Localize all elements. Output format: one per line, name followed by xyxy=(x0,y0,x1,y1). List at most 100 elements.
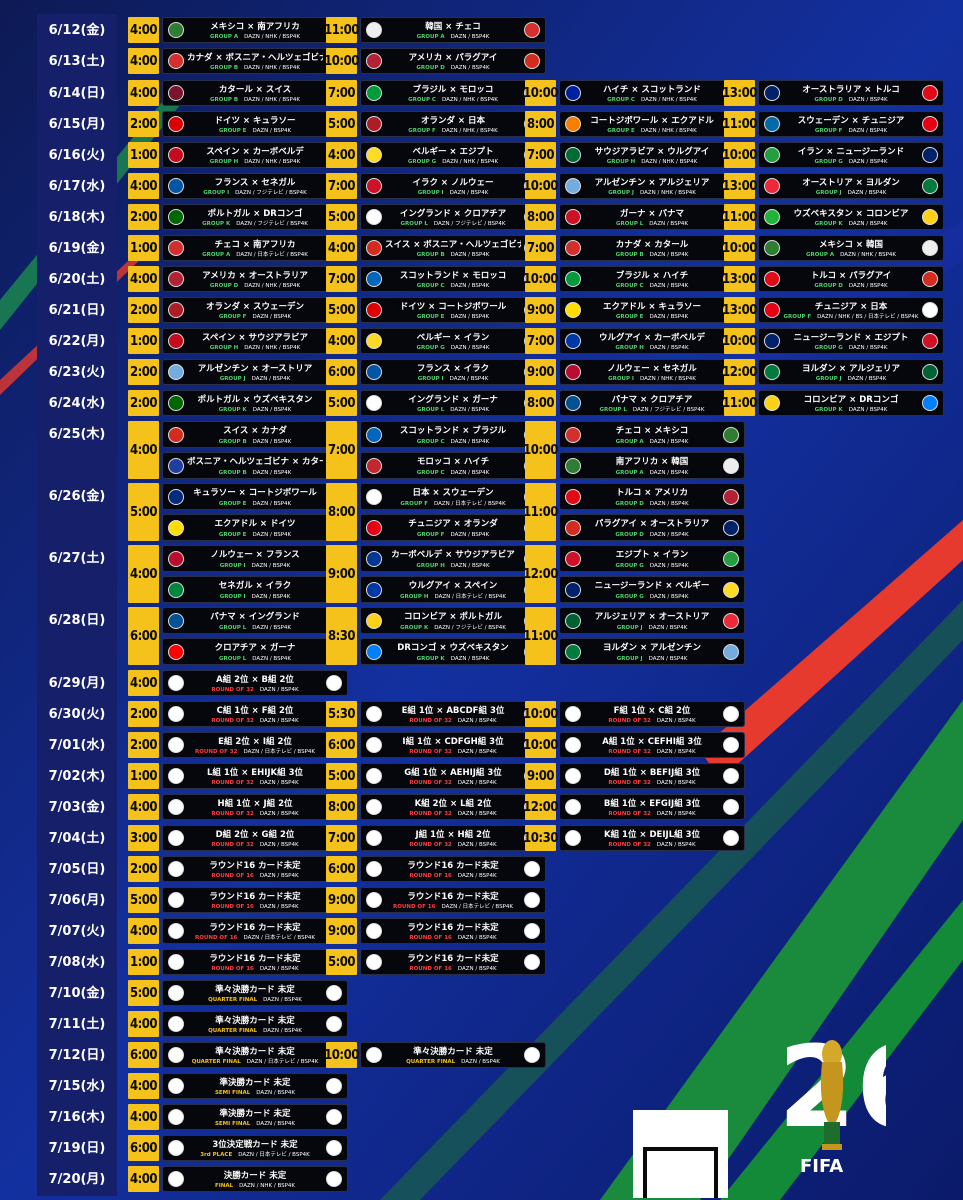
match-card[interactable]: イラン × ニュージーランド GROUP G DAZN / BSP4K xyxy=(758,142,944,168)
match-card[interactable]: ヨルダン × アルジェリア GROUP J DAZN / BSP4K xyxy=(758,359,944,385)
match-card[interactable]: スペイン × カーボベルデ GROUP H DAZN / NHK / BSP4K xyxy=(162,142,348,168)
match-card[interactable]: チェコ × 南アフリカ GROUP A DAZN / 日本テレビ / BSP4K xyxy=(162,235,348,261)
match-card[interactable]: DRコンゴ × ウズベキスタン GROUP K DAZN / BSP4K xyxy=(360,638,546,665)
match-card[interactable]: メキシコ × 南アフリカ GROUP A DAZN / NHK / BSP4K xyxy=(162,17,348,43)
match-card[interactable]: チュニジア × 日本 GROUP F DAZN / NHK / BS / 日本テレビ… xyxy=(758,297,944,323)
match-card[interactable]: ノルウェー × フランス GROUP I DAZN / BSP4K xyxy=(162,545,348,572)
match-card[interactable]: セネガル × イラク GROUP I DAZN / BSP4K xyxy=(162,576,348,603)
match-card[interactable]: オーストリア × ヨルダン GROUP J DAZN / BSP4K xyxy=(758,173,944,199)
match-card[interactable]: サウジアラビア × ウルグアイ GROUP H DAZN / NHK / BSP4K xyxy=(559,142,745,168)
match-card[interactable]: ウルグアイ × カーボベルデ GROUP H DAZN / BSP4K xyxy=(559,328,745,354)
knockout-match-card[interactable]: ラウンド16 カード未定 ROUND OF 16 DAZN / BSP4K xyxy=(162,949,348,975)
match-card[interactable]: クロアチア × ガーナ GROUP L DAZN / BSP4K xyxy=(162,638,348,665)
knockout-match-card[interactable]: A組 1位 × CEFHI組 3位 ROUND OF 32 DAZN / BSP4K xyxy=(559,732,745,758)
knockout-match-card[interactable]: B組 1位 × EFGIJ組 3位 ROUND OF 32 DAZN / BSP4K xyxy=(559,794,745,820)
knockout-match-card[interactable]: I組 1位 × CDFGH組 3位 ROUND OF 32 DAZN / BSP4K xyxy=(360,732,546,758)
match-card[interactable]: アルジェリア × オーストリア GROUP J DAZN / BSP4K xyxy=(559,607,745,634)
match-card[interactable]: フランス × イラク GROUP I DAZN / BSP4K xyxy=(360,359,546,385)
match-card[interactable]: スイス × カナダ GROUP B DAZN / BSP4K xyxy=(162,421,348,448)
match-card[interactable]: フランス × セネガル GROUP I DAZN / フジテレビ / BSP4K xyxy=(162,173,348,199)
knockout-match-card[interactable]: ラウンド16 カード未定 ROUND OF 16 DAZN / 日本テレビ / BS… xyxy=(360,887,546,913)
match-card[interactable]: ヨルダン × アルゼンチン GROUP J DAZN / BSP4K xyxy=(559,638,745,665)
match-card[interactable]: オーストラリア × トルコ GROUP D DAZN / BSP4K xyxy=(758,80,944,106)
knockout-match-card[interactable]: H組 1位 × J組 2位 ROUND OF 32 DAZN / BSP4K xyxy=(162,794,348,820)
match-card[interactable]: スイス × ボスニア・ヘルツェゴビナ GROUP B DAZN / BSP4K xyxy=(360,235,546,261)
knockout-match-card[interactable]: E組 2位 × I組 2位 ROUND OF 32 DAZN / 日本テレビ / B… xyxy=(162,732,348,758)
knockout-match-card[interactable]: ラウンド16 カード未定 ROUND OF 16 DAZN / BSP4K xyxy=(360,918,546,944)
match-card[interactable]: ポルトガル × DRコンゴ GROUP K DAZN / フジテレビ / BSP4K xyxy=(162,204,348,230)
match-card[interactable]: スウェーデン × チュニジア GROUP F DAZN / BSP4K xyxy=(758,111,944,137)
match-card[interactable]: アルゼンチン × オーストリア GROUP J DAZN / BSP4K xyxy=(162,359,348,385)
match-card[interactable]: ベルギー × エジプト GROUP G DAZN / NHK / BSP4K xyxy=(360,142,546,168)
match-card[interactable]: カナダ × カタール GROUP B DAZN / BSP4K xyxy=(559,235,745,261)
match-card[interactable]: エジプト × イラン GROUP G DAZN / BSP4K xyxy=(559,545,745,572)
match-card[interactable]: チェコ × メキシコ GROUP A DAZN / BSP4K xyxy=(559,421,745,448)
knockout-match-card[interactable]: ラウンド16 カード未定 ROUND OF 16 DAZN / BSP4K xyxy=(360,856,546,882)
match-card[interactable]: アメリカ × パラグアイ GROUP D DAZN / BSP4K xyxy=(360,48,546,74)
match-card[interactable]: ポルトガル × ウズベキスタン GROUP K DAZN / BSP4K xyxy=(162,390,348,416)
match-card[interactable]: アメリカ × オーストラリア GROUP D DAZN / NHK / BSP4K xyxy=(162,266,348,292)
match-card[interactable]: イングランド × クロアチア GROUP L DAZN / フジテレビ / BSP4… xyxy=(360,204,546,230)
match-card[interactable]: 日本 × スウェーデン GROUP F DAZN / 日本テレビ / BSP4K xyxy=(360,483,546,510)
match-card[interactable]: カナダ × ボスニア・ヘルツェゴビナ GROUP B DAZN / NHK / BS… xyxy=(162,48,348,74)
knockout-match-card[interactable]: D組 2位 × G組 2位 ROUND OF 32 DAZN / BSP4K xyxy=(162,825,348,851)
match-card[interactable]: 韓国 × チェコ GROUP A DAZN / BSP4K xyxy=(360,17,546,43)
knockout-match-card[interactable]: L組 1位 × EHIJK組 3位 ROUND OF 32 DAZN / BSP4K xyxy=(162,763,348,789)
match-card[interactable]: 南アフリカ × 韓国 GROUP A DAZN / BSP4K xyxy=(559,452,745,479)
match-card[interactable]: ベルギー × イラン GROUP G DAZN / BSP4K xyxy=(360,328,546,354)
knockout-match-card[interactable]: 準々決勝カード 未定 QUARTER FINAL DAZN / BSP4K xyxy=(162,980,348,1006)
knockout-match-card[interactable]: A組 2位 × B組 2位 ROUND OF 32 DAZN / BSP4K xyxy=(162,670,348,696)
knockout-match-card[interactable]: C組 1位 × F組 2位 ROUND OF 32 DAZN / BSP4K xyxy=(162,701,348,727)
match-card[interactable]: ブラジル × ハイチ GROUP C DAZN / BSP4K xyxy=(559,266,745,292)
match-card[interactable]: オランダ × 日本 GROUP F DAZN / NHK / BSP4K xyxy=(360,111,546,137)
match-card[interactable]: ドイツ × コートジボワール GROUP E DAZN / BSP4K xyxy=(360,297,546,323)
match-card[interactable]: パラグアイ × オーストラリア GROUP D DAZN / BSP4K xyxy=(559,514,745,541)
knockout-match-card[interactable]: ラウンド16 カード未定 ROUND OF 16 DAZN / BSP4K xyxy=(162,887,348,913)
match-card[interactable]: トルコ × アメリカ GROUP D DAZN / BSP4K xyxy=(559,483,745,510)
knockout-match-card[interactable]: J組 1位 × H組 2位 ROUND OF 32 DAZN / BSP4K xyxy=(360,825,546,851)
knockout-match-card[interactable]: E組 1位 × ABCDF組 3位 ROUND OF 32 DAZN / BSP4K xyxy=(360,701,546,727)
match-card[interactable]: メキシコ × 韓国 GROUP A DAZN / NHK / BSP4K xyxy=(758,235,944,261)
match-card[interactable]: チュニジア × オランダ GROUP F DAZN / BSP4K xyxy=(360,514,546,541)
match-card[interactable]: ウルグアイ × スペイン GROUP H DAZN / 日本テレビ / BSP4K xyxy=(360,576,546,603)
match-card[interactable]: コロンビア × ポルトガル GROUP K DAZN / フジテレビ / BSP4K xyxy=(360,607,546,634)
match-card[interactable]: パナマ × クロアチア GROUP L DAZN / フジテレビ / BSP4K xyxy=(559,390,745,416)
match-card[interactable]: スコットランド × ブラジル GROUP C DAZN / BSP4K xyxy=(360,421,546,448)
match-card[interactable]: ドイツ × キュラソー GROUP E DAZN / BSP4K xyxy=(162,111,348,137)
knockout-match-card[interactable]: 決勝カード 未定 FINAL DAZN / NHK / BSP4K xyxy=(162,1166,348,1192)
match-card[interactable]: エクアドル × キュラソー GROUP E DAZN / BSP4K xyxy=(559,297,745,323)
knockout-match-card[interactable]: K組 2位 × L組 2位 ROUND OF 32 DAZN / BSP4K xyxy=(360,794,546,820)
match-card[interactable]: カーボベルデ × サウジアラビア GROUP H DAZN / BSP4K xyxy=(360,545,546,572)
match-card[interactable]: スペイン × サウジアラビア GROUP H DAZN / NHK / BSP4K xyxy=(162,328,348,354)
match-card[interactable]: ニュージーランド × エジプト GROUP G DAZN / BSP4K xyxy=(758,328,944,354)
match-card[interactable]: アルゼンチン × アルジェリア GROUP J DAZN / NHK / BSP4K xyxy=(559,173,745,199)
match-card[interactable]: モロッコ × ハイチ GROUP C DAZN / BSP4K xyxy=(360,452,546,479)
knockout-match-card[interactable]: ラウンド16 カード未定 ROUND OF 16 DAZN / BSP4K xyxy=(162,856,348,882)
match-card[interactable]: トルコ × パラグアイ GROUP D DAZN / BSP4K xyxy=(758,266,944,292)
match-card[interactable]: コロンビア × DRコンゴ GROUP K DAZN / BSP4K xyxy=(758,390,944,416)
match-card[interactable]: イラク × ノルウェー GROUP I DAZN / BSP4K xyxy=(360,173,546,199)
match-card[interactable]: ガーナ × パナマ GROUP L DAZN / BSP4K xyxy=(559,204,745,230)
match-card[interactable]: ウズベキスタン × コロンビア GROUP K DAZN / BSP4K xyxy=(758,204,944,230)
match-card[interactable]: ブラジル × モロッコ GROUP C DAZN / NHK / BSP4K xyxy=(360,80,546,106)
match-card[interactable]: スコットランド × モロッコ GROUP C DAZN / BSP4K xyxy=(360,266,546,292)
match-card[interactable]: エクアドル × ドイツ GROUP E DAZN / BSP4K xyxy=(162,514,348,541)
knockout-match-card[interactable]: 準決勝カード 未定 SEMI FINAL DAZN / BSP4K xyxy=(162,1073,348,1099)
knockout-match-card[interactable]: 準々決勝カード 未定 QUARTER FINAL DAZN / BSP4K xyxy=(162,1011,348,1037)
match-card[interactable]: パナマ × イングランド GROUP L DAZN / BSP4K xyxy=(162,607,348,634)
match-card[interactable]: ハイチ × スコットランド GROUP C DAZN / NHK / BSP4K xyxy=(559,80,745,106)
knockout-match-card[interactable]: F組 1位 × C組 2位 ROUND OF 32 DAZN / BSP4K xyxy=(559,701,745,727)
match-card[interactable]: ニュージーランド × ベルギー GROUP G DAZN / BSP4K xyxy=(559,576,745,603)
match-card[interactable]: カタール × スイス GROUP B DAZN / NHK / BSP4K xyxy=(162,80,348,106)
knockout-match-card[interactable]: K組 1位 × DEIJL組 3位 ROUND OF 32 DAZN / BSP4K xyxy=(559,825,745,851)
match-card[interactable]: コートジボワール × エクアドル GROUP E DAZN / NHK / BSP4… xyxy=(559,111,745,137)
knockout-match-card[interactable]: ラウンド16 カード未定 ROUND OF 16 DAZN / 日本テレビ / BS… xyxy=(162,918,348,944)
knockout-match-card[interactable]: 3位決定戦カード 未定 3rd PLACE DAZN / 日本テレビ / BSP4K xyxy=(162,1135,348,1161)
knockout-match-card[interactable]: D組 1位 × BEFIJ組 3位 ROUND OF 32 DAZN / BSP4K xyxy=(559,763,745,789)
knockout-match-card[interactable]: G組 1位 × AEHIJ組 3位 ROUND OF 32 DAZN / BSP4K xyxy=(360,763,546,789)
match-card[interactable]: イングランド × ガーナ GROUP L DAZN / BSP4K xyxy=(360,390,546,416)
match-card[interactable]: ボスニア・ヘルツェゴビナ × カタール GROUP B DAZN / BSP4K xyxy=(162,452,348,479)
match-card[interactable]: キュラソー × コートジボワール GROUP E DAZN / BSP4K xyxy=(162,483,348,510)
knockout-match-card[interactable]: ラウンド16 カード未定 ROUND OF 16 DAZN / BSP4K xyxy=(360,949,546,975)
knockout-match-card[interactable]: 準々決勝カード 未定 QUARTER FINAL DAZN / BSP4K xyxy=(360,1042,546,1068)
